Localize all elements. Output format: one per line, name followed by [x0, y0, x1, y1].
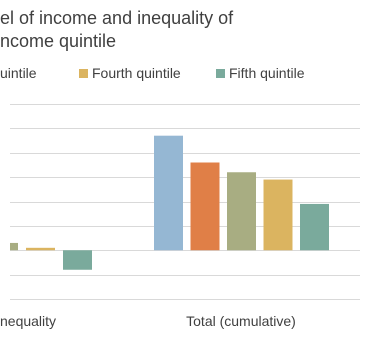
legend-item-fifth-quintile: Fifth quintile	[216, 65, 304, 81]
chart-title-line-1: el of income and inequality of	[0, 8, 234, 28]
legend-item-third-quintile: uintile	[0, 65, 37, 81]
bar-second-quintile-total-cumulative	[190, 162, 220, 251]
bar-partial-third-quintile-nequality	[10, 242, 18, 251]
bar-fifth-quintile-nequality	[63, 250, 92, 270]
category-label-total-cumulative: Total (cumulative)	[186, 313, 296, 329]
bar-third-quintile-total-cumulative	[227, 172, 256, 251]
legend-label-fifth-quintile: Fifth quintile	[229, 65, 305, 81]
bar-first-quintile-total-cumulative	[154, 135, 183, 251]
legend-swatch-fourth-quintile	[79, 68, 88, 78]
bar-fourth-quintile-total-cumulative	[263, 179, 293, 251]
bar-fifth-quintile-total-cumulative	[300, 203, 329, 251]
legend-item-fourth-quintile: Fourth quintile	[79, 65, 181, 81]
bar-fourth-quintile-nequality	[26, 247, 55, 251]
legend-label-fourth-quintile: Fourth quintile	[92, 65, 181, 81]
legend-swatch-fifth-quintile	[216, 68, 225, 78]
chart-title-line-2: ncome quintile	[0, 31, 117, 51]
legend-label-third-quintile: uintile	[0, 65, 37, 81]
category-label-nequality: nequality	[0, 313, 56, 329]
